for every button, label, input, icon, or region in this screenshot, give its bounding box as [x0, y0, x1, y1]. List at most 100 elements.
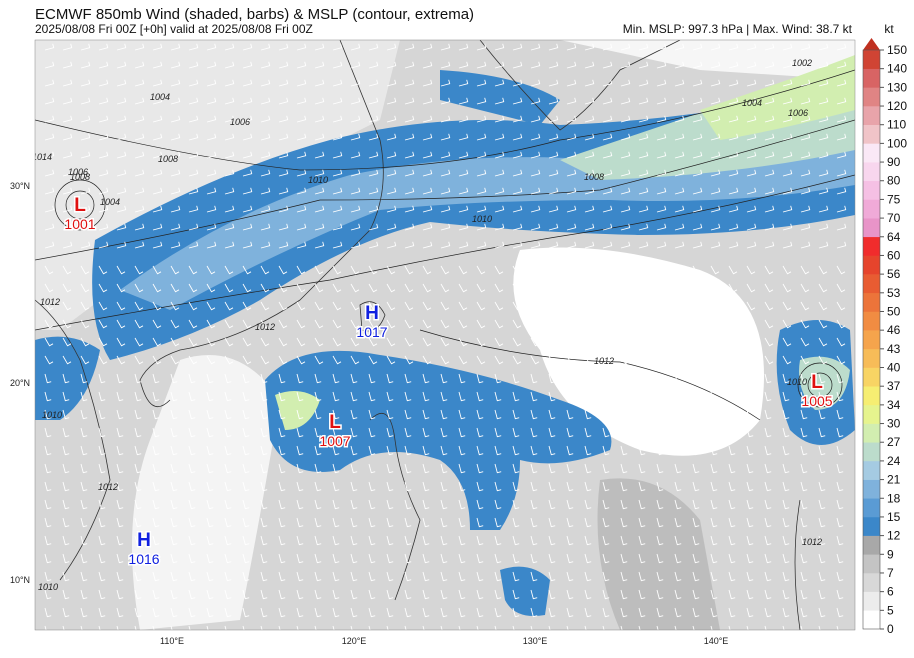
wind-barb [134, 355, 144, 365]
wind-barb [602, 355, 612, 365]
wind-barb [656, 481, 664, 492]
wind-barb [44, 61, 55, 69]
wind-barb [800, 79, 811, 87]
wind-band [500, 566, 550, 616]
wind-barb [656, 409, 664, 420]
wind-barb [404, 319, 414, 329]
wind-barb [530, 61, 541, 69]
colorbar-label: 30 [887, 417, 901, 431]
wind-barb [386, 409, 394, 420]
wind-barb [152, 625, 155, 630]
wind-barb [674, 427, 682, 438]
wind-barb [368, 625, 371, 630]
wind-barb [296, 535, 304, 546]
wind-barb [692, 571, 700, 582]
wind-barb [296, 571, 304, 582]
wind-barb [440, 43, 451, 51]
contour-label: 1010 [42, 410, 62, 420]
wind-barb [134, 445, 142, 456]
wind-barb [800, 241, 811, 249]
wind-barb [458, 241, 469, 249]
wind-barb [188, 391, 196, 402]
wind-barb [206, 265, 216, 275]
wind-barb [494, 391, 502, 402]
wind-barb [278, 265, 288, 275]
wind-barb [152, 373, 160, 384]
wind-barb [422, 373, 430, 384]
contour-label: 1010 [38, 582, 58, 592]
wind-barb [152, 391, 160, 402]
wind-barb [80, 355, 90, 365]
wind-barb [674, 373, 682, 384]
wind-barb [440, 535, 448, 546]
wind-barb [548, 337, 558, 347]
wind-barb [728, 535, 736, 546]
wind-barb [818, 427, 826, 438]
wind-barb [692, 319, 702, 329]
wind-barb [746, 481, 754, 492]
wind-barb [314, 553, 322, 564]
wind-barb [440, 373, 448, 384]
wind-barb [584, 409, 592, 420]
wind-barb [674, 589, 682, 600]
wind-barb [386, 571, 394, 582]
wind-barb [440, 79, 451, 87]
wind-barb [530, 319, 540, 329]
wind-barb [674, 61, 685, 69]
wind-barb [836, 355, 846, 365]
wind-barb [818, 223, 829, 231]
wind-barb [350, 283, 360, 293]
wind-barb [440, 589, 448, 600]
wind-barb [422, 97, 433, 105]
wind-barb [638, 427, 646, 438]
wind-barb [116, 169, 127, 177]
wind-barb [224, 607, 232, 618]
colorbar-label: 12 [887, 529, 901, 543]
wind-barb [44, 115, 55, 123]
wind-barb [602, 97, 613, 105]
wind-barb [206, 355, 216, 365]
wind-barb [548, 115, 559, 123]
wind-barb [98, 205, 109, 213]
wind-barb [458, 535, 466, 546]
wind-barb [638, 205, 649, 213]
wind-barb [296, 151, 307, 159]
wind-barb [638, 283, 648, 293]
wind-barb [332, 169, 343, 177]
wind-barb [296, 61, 307, 69]
wind-barb [836, 535, 844, 546]
wind-barb [368, 427, 376, 438]
wind-barb [314, 607, 322, 618]
wind-barb [170, 427, 178, 438]
wind-barb [206, 283, 216, 293]
wind-barb [800, 499, 808, 510]
wind-barb [782, 169, 793, 177]
wind-barb [818, 535, 826, 546]
wind-barb [638, 187, 649, 195]
wind-barb [638, 61, 649, 69]
wind-barb [512, 553, 520, 564]
wind-barb [602, 445, 610, 456]
wind-barb [278, 499, 286, 510]
wind-barb [134, 463, 142, 474]
wind-barb [710, 463, 718, 474]
wind-barb [314, 355, 324, 365]
wind-barb [728, 205, 739, 213]
isobar [35, 69, 855, 171]
wind-barb [674, 79, 685, 87]
wind-barb [440, 445, 448, 456]
wind-barb [530, 463, 538, 474]
wind-barb [188, 265, 198, 275]
wind-barb [674, 265, 684, 275]
wind-barb [782, 241, 793, 249]
wind-barb [314, 337, 324, 347]
wind-barb [386, 169, 397, 177]
wind-barb [386, 589, 394, 600]
wind-barb [656, 151, 667, 159]
wind-barb [692, 427, 700, 438]
wind-barb [422, 337, 432, 347]
wind-barb [494, 409, 502, 420]
wind-barb [314, 43, 325, 51]
wind-barb [674, 355, 684, 365]
